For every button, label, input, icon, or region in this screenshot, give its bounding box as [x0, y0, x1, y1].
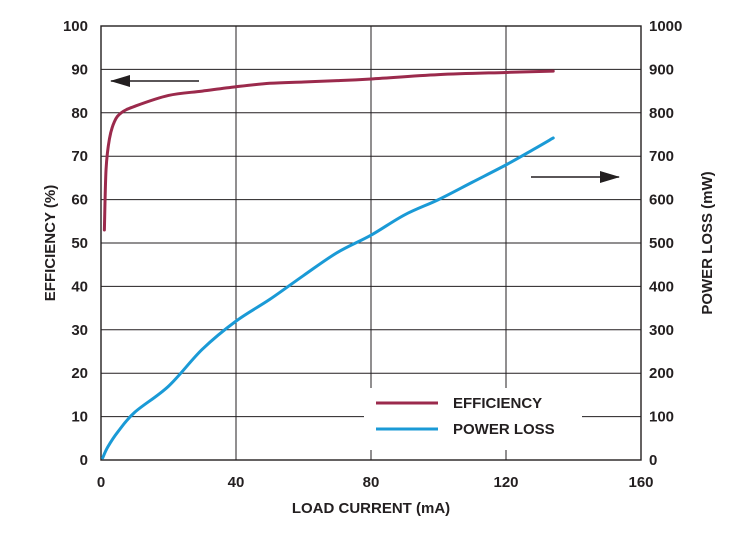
- y2-axis-title: POWER LOSS (mW): [699, 171, 716, 314]
- x-tick-label: 80: [363, 474, 380, 491]
- x-tick-label: 40: [228, 474, 245, 491]
- y-tick-label: 90: [71, 61, 88, 78]
- x-tick-label: 160: [628, 474, 653, 491]
- y2-tick-label: 800: [649, 105, 674, 122]
- y-tick-label: 20: [71, 365, 88, 382]
- y-tick-label: 60: [71, 192, 88, 209]
- y2-tick-label: 100: [649, 409, 674, 426]
- legend-label-efficiency: EFFICIENCY: [453, 395, 542, 412]
- y2-tick-label: 0: [649, 452, 657, 469]
- series-line-efficiency: [102, 69, 555, 232]
- y2-tick-label: 900: [649, 61, 674, 78]
- y2-tick-label: 400: [649, 278, 674, 295]
- y2-axis-ticks: 0 100 200 300 400 500 600 700 800 900 1000: [649, 18, 682, 469]
- y-tick-label: 30: [71, 322, 88, 339]
- y2-tick-label: 1000: [649, 18, 682, 35]
- y-axis-ticks: 0 10 20 30 40 50 60 70 80 90 100: [63, 18, 88, 469]
- x-tick-label: 120: [493, 474, 518, 491]
- annotation-layer: [110, 75, 620, 183]
- y2-tick-label: 500: [649, 235, 674, 252]
- y2-tick-label: 700: [649, 148, 674, 165]
- y-tick-label: 10: [71, 409, 88, 426]
- series-line-power-loss: [101, 136, 555, 460]
- legend-background: [364, 388, 582, 450]
- y-tick-label: 40: [71, 278, 88, 295]
- y2-tick-label: 600: [649, 192, 674, 209]
- series-layer: [101, 69, 555, 460]
- legend: EFFICIENCY POWER LOSS: [364, 388, 582, 450]
- x-axis-title: LOAD CURRENT (mA): [292, 500, 450, 517]
- y-tick-label: 70: [71, 148, 88, 165]
- legend-label-power-loss: POWER LOSS: [453, 421, 555, 438]
- y-tick-label: 0: [80, 452, 88, 469]
- y-tick-label: 50: [71, 235, 88, 252]
- y-tick-label: 80: [71, 105, 88, 122]
- y2-tick-label: 300: [649, 322, 674, 339]
- x-tick-label: 0: [97, 474, 105, 491]
- y2-tick-label: 200: [649, 365, 674, 382]
- y-axis-title: EFFICIENCY (%): [42, 185, 59, 301]
- x-axis-ticks: 0 40 80 120 160: [97, 474, 654, 491]
- plot-frame: [100, 25, 642, 461]
- y-tick-label: 100: [63, 18, 88, 35]
- grid: [101, 26, 641, 460]
